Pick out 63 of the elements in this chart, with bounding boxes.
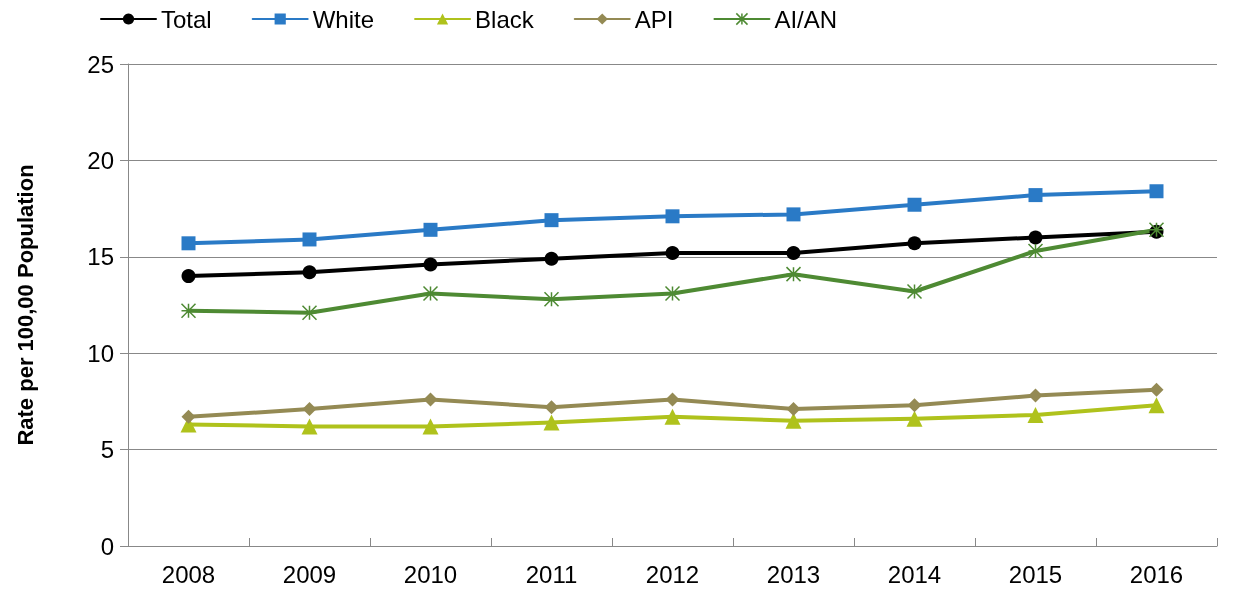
x-tick-label: 2014 — [887, 560, 942, 588]
x-tick-label: 2013 — [766, 560, 821, 588]
point — [665, 209, 680, 224]
point — [664, 408, 681, 425]
point — [423, 392, 438, 407]
point — [181, 269, 196, 284]
point — [302, 402, 317, 417]
x-tick-label: 2015 — [1008, 560, 1063, 588]
point — [544, 251, 559, 266]
point — [544, 213, 559, 228]
y-axis-title: Rate per 100,00 Population — [12, 164, 38, 446]
point — [907, 197, 922, 212]
point — [422, 418, 439, 435]
point — [1028, 188, 1043, 203]
point — [543, 291, 560, 307]
point — [1149, 382, 1164, 397]
x-tick-label: 2016 — [1129, 560, 1184, 588]
legend-label: AI/AN — [774, 5, 838, 33]
point — [1027, 243, 1044, 259]
point — [665, 245, 680, 260]
point — [181, 409, 196, 424]
point — [1027, 406, 1044, 423]
point — [906, 283, 923, 300]
point — [301, 418, 318, 435]
point — [664, 285, 681, 302]
point — [786, 245, 801, 260]
point — [180, 303, 197, 319]
point — [422, 285, 439, 302]
x-tick-label: 2011 — [525, 560, 578, 588]
y-tick-label: 5 — [100, 436, 114, 464]
point — [786, 207, 801, 222]
point — [181, 236, 196, 251]
legend-label: API — [634, 5, 674, 33]
y-tick-label: 0 — [100, 532, 114, 560]
point — [1028, 388, 1043, 403]
point — [786, 402, 801, 417]
point — [543, 414, 560, 431]
legend-label: Black — [475, 5, 535, 33]
point — [906, 410, 923, 427]
point — [785, 266, 802, 282]
legend-label: White — [312, 5, 375, 33]
point — [1149, 184, 1164, 199]
point — [785, 412, 802, 429]
point — [301, 304, 318, 321]
y-tick-label: 10 — [87, 339, 114, 367]
x-tick-label: 2009 — [282, 560, 337, 588]
point — [907, 236, 922, 251]
point — [423, 257, 438, 272]
point — [423, 222, 438, 237]
y-tick-label: 15 — [87, 243, 114, 271]
point — [1148, 397, 1165, 414]
x-tick-label: 2008 — [161, 560, 216, 588]
legend-label: Total — [161, 5, 212, 33]
point — [302, 265, 317, 280]
x-tick-label: 2012 — [645, 560, 700, 588]
point — [907, 398, 922, 413]
x-tick-label: 2010 — [403, 560, 458, 588]
point — [544, 400, 559, 415]
point — [1028, 230, 1043, 245]
point — [302, 232, 317, 247]
point — [665, 392, 680, 407]
y-tick-label: 20 — [87, 146, 114, 174]
y-tick-label: 25 — [87, 50, 114, 78]
